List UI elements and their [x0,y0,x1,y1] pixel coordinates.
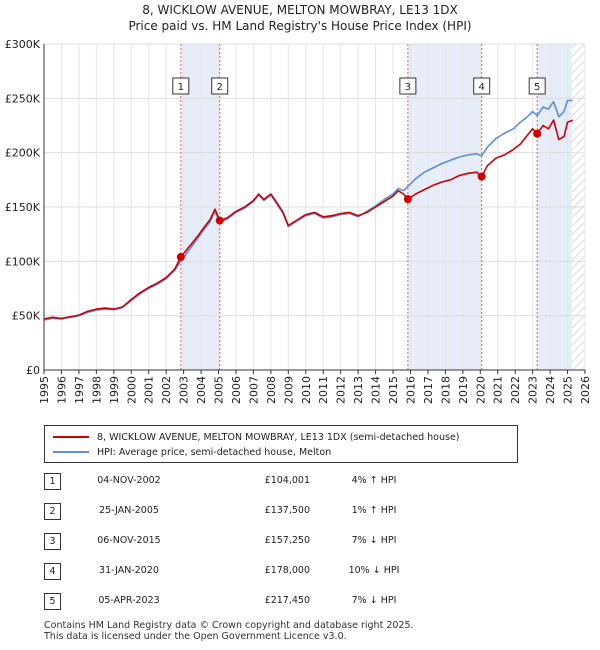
x-tick-label: 2013 [352,376,365,404]
legend-item-hpi: HPI: Average price, semi-detached house,… [53,445,331,459]
sale-hpi-diff: 1% ↑ HPI [351,505,397,516]
y-tick-label: £200K [5,147,41,160]
x-tick-label: 2011 [317,376,330,404]
x-tick-label: 2017 [422,376,435,404]
title-line-1: 8, WICKLOW AVENUE, MELTON MOWBRAY, LE13 … [142,3,458,17]
sale-price: £104,001 [264,475,310,486]
y-tick-label: £150K [5,201,41,214]
x-tick-label: 2016 [404,376,417,404]
footer-line-1: Contains HM Land Registry data © Crown c… [44,620,414,631]
sale-number-badge [399,77,417,95]
legend-swatch-price [53,436,89,438]
x-tick-label: 1995 [38,376,51,404]
price-paid-line [43,119,574,320]
x-tick-label: 2004 [195,376,208,404]
sale-date: 25-JAN-2005 [99,505,159,516]
sale-number-badge [211,77,229,95]
x-tick-label: 2003 [178,376,191,404]
sale-price: £137,500 [264,505,310,516]
x-tick-label: 1996 [55,376,68,404]
sale-number-label: 3 [405,82,411,93]
x-tick-label: 2022 [509,376,522,404]
sale-number-label: 4 [478,82,484,93]
hpi-line [43,99,573,321]
y-tick-label: £250K [5,92,41,105]
x-tick-label: 2026 [579,376,592,404]
x-tick-label: 2006 [230,376,243,404]
x-tick-label: 2008 [265,376,278,404]
sale-number-badge: 2 [44,503,61,520]
sale-point-marker [176,252,185,261]
sale-number-badge [473,77,491,95]
legend-label-hpi: HPI: Average price, semi-detached house,… [97,446,332,458]
sale-date: 31-JAN-2020 [99,565,159,576]
sale-number-badge [172,77,190,95]
y-tick-label: £50K [12,310,41,323]
sale-point-marker [215,216,224,225]
table-row: 5 05-APR-2023 £217,450 7% ↓ HPI [44,593,464,611]
legend-item-price: 8, WICKLOW AVENUE, MELTON MOWBRAY, LE13 … [53,430,460,444]
x-tick-label: 2025 [562,376,575,404]
x-tick-label: 2001 [143,376,156,404]
sale-number-label: 5 [534,82,540,93]
table-row: 3 06-NOV-2015 £157,250 7% ↓ HPI [44,533,464,551]
legend-swatch-hpi [53,451,89,453]
sale-date: 06-NOV-2015 [97,535,161,546]
sale-number-badge: 3 [44,533,61,550]
sale-date: 05-APR-2023 [98,595,160,606]
sale-number-badge: 1 [44,473,61,490]
x-tick-label: 2020 [474,376,487,404]
x-tick-label: 2009 [282,376,295,404]
x-tick-label: 2007 [247,376,260,404]
sale-hpi-diff: 7% ↓ HPI [351,535,397,546]
x-tick-label: 2019 [457,376,470,404]
x-tick-label: 2021 [492,376,505,404]
x-tick-label: 2014 [370,376,383,404]
chart-title: 8, WICKLOW AVENUE, MELTON MOWBRAY, LE13 … [0,2,600,34]
sale-number-badge: 4 [44,563,61,580]
sale-number-label: 1 [178,82,184,93]
table-row: 1 04-NOV-2002 £104,001 4% ↑ HPI [44,473,464,491]
legend-label-price: 8, WICKLOW AVENUE, MELTON MOWBRAY, LE13 … [97,431,460,443]
footer-attribution: Contains HM Land Registry data © Crown c… [44,620,414,642]
sale-point-marker [403,195,412,204]
sale-number-label: 2 [217,82,223,93]
sale-date: 04-NOV-2002 [97,475,161,486]
sale-hpi-diff: 7% ↓ HPI [351,595,397,606]
y-tick-label: £300K [5,38,41,51]
sale-price: £157,250 [264,535,310,546]
x-tick-label: 2015 [387,376,400,404]
sale-point-marker [533,129,542,138]
x-tick-label: 2005 [213,376,226,404]
sale-hpi-diff: 4% ↑ HPI [351,475,397,486]
x-tick-label: 2023 [527,376,540,404]
price-chart: 1 2 3 4 5 £0 £50K £100K £150K £200K £250K £300K 199… [5,38,592,404]
table-row: 2 25-JAN-2005 £137,500 1% ↑ HPI [44,503,464,521]
x-tick-label: 1998 [90,376,103,404]
x-tick-label: 1999 [108,376,121,404]
x-tick-label: 2012 [335,376,348,404]
sale-point-marker [477,172,486,181]
x-tick-label: 2024 [544,376,557,404]
chart-legend: 8, WICKLOW AVENUE, MELTON MOWBRAY, LE13 … [44,425,518,463]
sale-hpi-diff: 10% ↓ HPI [348,565,400,576]
table-row: 4 31-JAN-2020 £178,000 10% ↓ HPI [44,563,464,581]
sale-price: £178,000 [264,565,310,576]
title-line-2: Price paid vs. HM Land Registry's House … [128,19,472,33]
x-tick-label: 2018 [439,376,452,404]
x-tick-label: 2002 [160,376,173,404]
x-tick-label: 2000 [125,376,138,404]
sale-number-badge: 5 [44,593,61,610]
footer-line-2: This data is licensed under the Open Gov… [44,631,347,642]
y-tick-label: £100K [5,255,41,268]
y-tick-label: £0 [26,364,40,377]
x-tick-label: 2010 [300,376,313,404]
sale-number-badge [528,77,546,95]
sale-price: £217,450 [264,595,310,606]
x-tick-label: 1997 [73,376,86,404]
